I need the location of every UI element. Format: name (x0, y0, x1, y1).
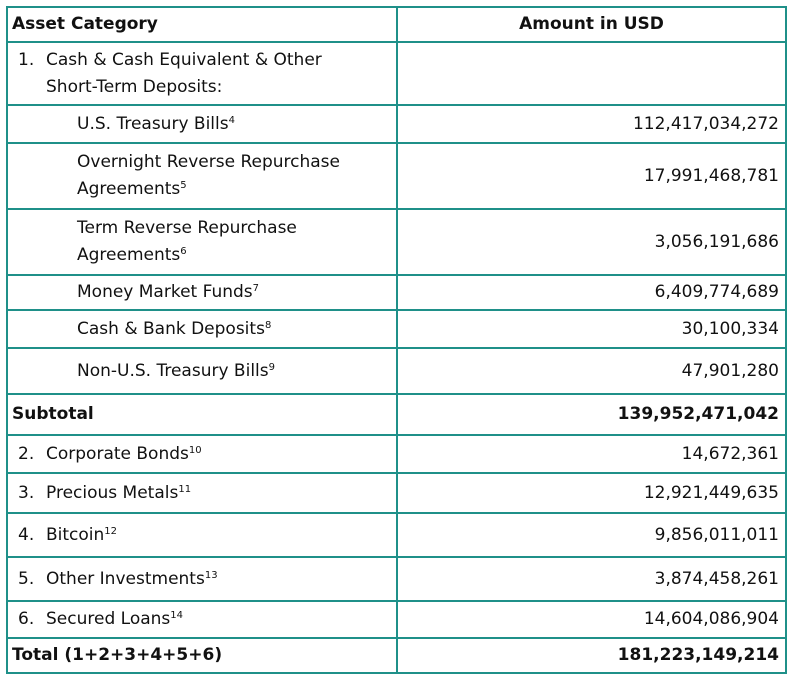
row-label: U.S. Treasury Bills (77, 113, 229, 134)
table-row: Non-U.S. Treasury Bills9 47,901,280 (6, 347, 787, 395)
asset-category-cell: Non-U.S. Treasury Bills9 (6, 347, 398, 395)
amount-cell: 112,417,034,272 (396, 104, 787, 144)
row-label: Non-U.S. Treasury Bills (77, 360, 269, 381)
amount-cell: 14,604,086,904 (396, 600, 787, 639)
table-row: 3. Precious Metals11 12,921,449,635 (6, 472, 787, 514)
footnote-ref: 4 (228, 114, 235, 126)
amount-cell: 30,100,334 (396, 309, 787, 349)
amount-cell: 3,056,191,686 (396, 208, 787, 276)
footnote-ref: 14 (170, 610, 183, 621)
asset-category-cell: 1. Cash & Cash Equivalent & Other Short-T… (6, 41, 398, 106)
asset-category-cell: Total (1+2+3+4+5+6) (6, 637, 398, 674)
row-number: 6. (18, 609, 35, 629)
row-number: 4. (18, 524, 35, 545)
amount-cell (396, 41, 787, 106)
footnote-ref: 13 (204, 569, 218, 581)
row-label: Money Market Funds (77, 282, 253, 302)
amount-cell: 6,409,774,689 (396, 274, 787, 311)
header-amount: Amount in USD (396, 6, 787, 43)
table-row: 1. Cash & Cash Equivalent & Other Short-T… (6, 41, 787, 106)
row-number: 2. (18, 443, 35, 464)
amount-cell: 17,991,468,781 (396, 142, 787, 210)
total-row: Total (1+2+3+4+5+6) 181,223,149,214 (6, 637, 787, 674)
amount-cell: 3,874,458,261 (396, 556, 787, 602)
amount-cell: 12,921,449,635 (396, 472, 787, 514)
table-row: 2. Corporate Bonds10 14,672,361 (6, 434, 787, 474)
table-row: Money Market Funds7 6,409,774,689 (6, 274, 787, 311)
amount-cell: 181,223,149,214 (396, 637, 787, 674)
row-label: Other Investments (46, 568, 205, 589)
row-label: Precious Metals (46, 482, 179, 503)
row-label: Bitcoin (46, 524, 105, 545)
amount-cell: 139,952,471,042 (396, 393, 787, 436)
asset-category-cell: Overnight Reverse Repurchase Agreements5 (6, 142, 398, 210)
table-row: Overnight Reverse Repurchase Agreements5… (6, 142, 787, 210)
asset-category-cell: U.S. Treasury Bills4 (6, 104, 398, 144)
row-label: Subtotal (12, 404, 94, 424)
footnote-ref: 10 (188, 444, 202, 456)
amount-cell: 9,856,011,011 (396, 512, 787, 558)
asset-category-cell: 6. Secured Loans14 (6, 600, 398, 639)
asset-category-cell: Money Market Funds7 (6, 274, 398, 311)
asset-category-cell: 4. Bitcoin12 (6, 512, 398, 558)
asset-category-cell: Cash & Bank Deposits8 (6, 309, 398, 349)
table-row: 5. Other Investments13 3,874,458,261 (6, 556, 787, 602)
footnote-ref: 5 (180, 180, 187, 191)
footnote-ref: 12 (104, 525, 118, 537)
row-label: Total (1+2+3+4+5+6) (12, 645, 223, 665)
asset-category-cell: Subtotal (6, 393, 398, 436)
asset-category-cell: 2. Corporate Bonds10 (6, 434, 398, 474)
row-label: Cash & Cash Equivalent & Other Short-Ter… (46, 49, 322, 97)
header-row: Asset Category Amount in USD (6, 6, 787, 43)
row-label: Overnight Reverse Repurchase Agreements (77, 152, 341, 199)
row-label: Cash & Bank Deposits (77, 318, 265, 339)
asset-category-cell: 3. Precious Metals11 (6, 472, 398, 514)
table-row: Cash & Bank Deposits8 30,100,334 (6, 309, 787, 349)
amount-cell: 14,672,361 (396, 434, 787, 474)
row-label: Corporate Bonds (46, 443, 189, 464)
table-row: U.S. Treasury Bills4 112,417,034,272 (6, 104, 787, 144)
table-row: Term Reverse Repurchase Agreements6 3,056… (6, 208, 787, 276)
row-label: Term Reverse Repurchase Agreements (77, 218, 297, 265)
row-number: 5. (18, 568, 35, 589)
total-row: Subtotal 139,952,471,042 (6, 393, 787, 436)
footnote-ref: 9 (268, 361, 275, 373)
footnote-ref: 6 (180, 246, 187, 257)
row-number: 1. (18, 49, 35, 70)
table-row: 4. Bitcoin12 9,856,011,011 (6, 512, 787, 558)
row-label: Secured Loans (46, 609, 171, 629)
header-asset-category: Asset Category (6, 6, 398, 43)
footnote-ref: 11 (178, 483, 192, 495)
table-row: 6. Secured Loans14 14,604,086,904 (6, 600, 787, 639)
row-number: 3. (18, 482, 35, 503)
asset-category-cell: Term Reverse Repurchase Agreements6 (6, 208, 398, 276)
footnote-ref: 8 (264, 319, 272, 331)
asset-category-cell: 5. Other Investments13 (6, 556, 398, 602)
footnote-ref: 7 (252, 283, 260, 294)
amount-cell: 47,901,280 (396, 347, 787, 395)
asset-table: Asset Category Amount in USD 1. Cash & Ca… (6, 6, 787, 674)
